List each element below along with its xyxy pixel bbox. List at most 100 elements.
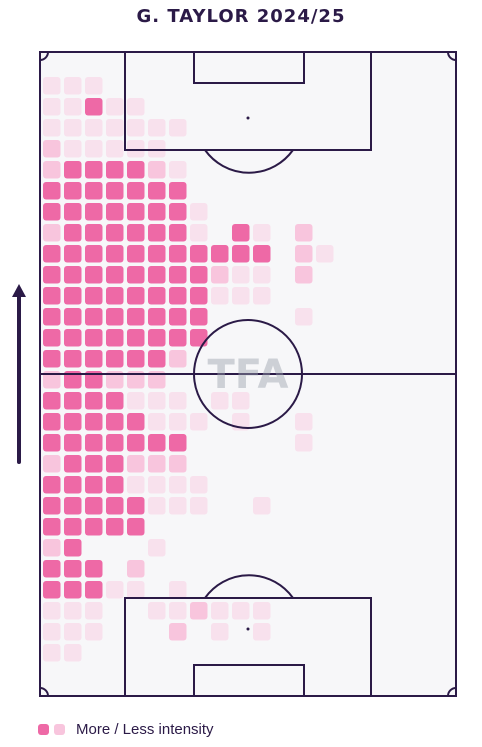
heatmap-cell	[85, 371, 103, 389]
heatmap-cell	[64, 413, 82, 431]
bottom-penalty-spot	[246, 627, 250, 631]
heatmap-cell	[43, 455, 61, 473]
heatmap-cell	[190, 602, 208, 620]
heatmap-cell	[253, 224, 271, 242]
legend-label: More / Less intensity	[76, 720, 214, 738]
corner-arc-bottom-right	[447, 687, 457, 697]
heatmap-cell	[85, 287, 103, 305]
heatmap-cell	[169, 434, 187, 452]
heatmap-cell	[295, 413, 313, 431]
heatmap-cell	[106, 329, 124, 347]
chart-title: G. TAYLOR 2024/25	[136, 6, 346, 27]
heatmap-cell	[85, 476, 103, 494]
heatmap-cell	[211, 623, 229, 641]
heatmap-cell	[148, 245, 166, 263]
heatmap-cell	[64, 560, 82, 578]
heatmap-cell	[316, 245, 334, 263]
heatmap-cell	[106, 476, 124, 494]
heatmap-cell	[169, 455, 187, 473]
heatmap-cell	[43, 77, 61, 95]
heatmap-cell	[295, 266, 313, 284]
heatmap-cell	[64, 476, 82, 494]
heatmap-cell	[127, 413, 145, 431]
heatmap-cell	[127, 140, 145, 158]
heatmap-cell	[190, 497, 208, 515]
heatmap-cell	[43, 602, 61, 620]
heatmap-cell	[43, 392, 61, 410]
heatmap-cell	[232, 287, 250, 305]
heatmap-cell	[43, 245, 61, 263]
heatmap-cell	[43, 644, 61, 662]
heatmap-cell	[211, 287, 229, 305]
heatmap-cell	[169, 497, 187, 515]
heatmap-cell	[106, 287, 124, 305]
heatmap-cell	[106, 392, 124, 410]
heatmap-cell	[169, 245, 187, 263]
legend-more-swatch	[38, 723, 49, 735]
heatmap-cell	[127, 308, 145, 326]
heatmap-cell	[106, 119, 124, 137]
centre-circle	[193, 319, 303, 429]
top-six-yard-box	[193, 51, 305, 84]
heatmap-cell	[106, 182, 124, 200]
heatmap-cell	[85, 434, 103, 452]
heatmap-cell	[148, 476, 166, 494]
heatmap-cell	[106, 140, 124, 158]
heatmap-cell	[295, 434, 313, 452]
heatmap-cell	[85, 602, 103, 620]
heatmap-cell	[64, 581, 82, 599]
heatmap-cell	[127, 287, 145, 305]
corner-arc-top-right	[447, 51, 457, 61]
heatmap-cell	[169, 329, 187, 347]
heatmap-cell	[64, 287, 82, 305]
heatmap-cell	[253, 602, 271, 620]
heatmap-cell	[106, 455, 124, 473]
heatmap-cell	[148, 413, 166, 431]
heatmap-cell	[169, 581, 187, 599]
legend: More / Less intensity	[38, 718, 214, 740]
heatmap-cell	[64, 644, 82, 662]
heatmap-cell	[64, 224, 82, 242]
heatmap-cell	[127, 581, 145, 599]
heatmap-cell	[211, 392, 229, 410]
heatmap-cell	[253, 266, 271, 284]
heatmap-cell	[106, 350, 124, 368]
heatmap-cell	[85, 224, 103, 242]
heatmap-cell	[148, 266, 166, 284]
heatmap-cell	[43, 434, 61, 452]
heatmap-cell	[43, 161, 61, 179]
heatmap-cell	[127, 350, 145, 368]
heatmap-cell	[148, 329, 166, 347]
heatmap-cell	[232, 392, 250, 410]
heatmap-cell	[127, 119, 145, 137]
heatmap-cell	[43, 98, 61, 116]
heatmap-cell	[43, 518, 61, 536]
heatmap-cell	[85, 413, 103, 431]
heatmap-cell	[169, 224, 187, 242]
heatmap-cell	[43, 539, 61, 557]
heatmap-cell	[190, 308, 208, 326]
heatmap-cell	[43, 308, 61, 326]
heatmap-cell	[127, 182, 145, 200]
heatmap-cell	[211, 602, 229, 620]
heatmap-cell	[85, 518, 103, 536]
heatmap-cell	[64, 329, 82, 347]
heatmap-cell	[190, 413, 208, 431]
heatmap-cell	[169, 266, 187, 284]
heatmap-cell	[127, 455, 145, 473]
heatmap-cell	[106, 518, 124, 536]
heatmap-cell	[85, 140, 103, 158]
heatmap-cell	[253, 287, 271, 305]
heatmap-cell	[64, 119, 82, 137]
heatmap-cell	[64, 308, 82, 326]
heatmap-cell	[253, 623, 271, 641]
heatmap-cell	[148, 203, 166, 221]
heatmap-cell	[43, 266, 61, 284]
heatmap-cell	[127, 98, 145, 116]
heatmap-cell	[169, 203, 187, 221]
heatmap-cell	[169, 119, 187, 137]
heatmap-cell	[148, 350, 166, 368]
heatmap-cell	[232, 602, 250, 620]
heatmap-cell	[43, 329, 61, 347]
top-penalty-spot	[246, 116, 250, 120]
